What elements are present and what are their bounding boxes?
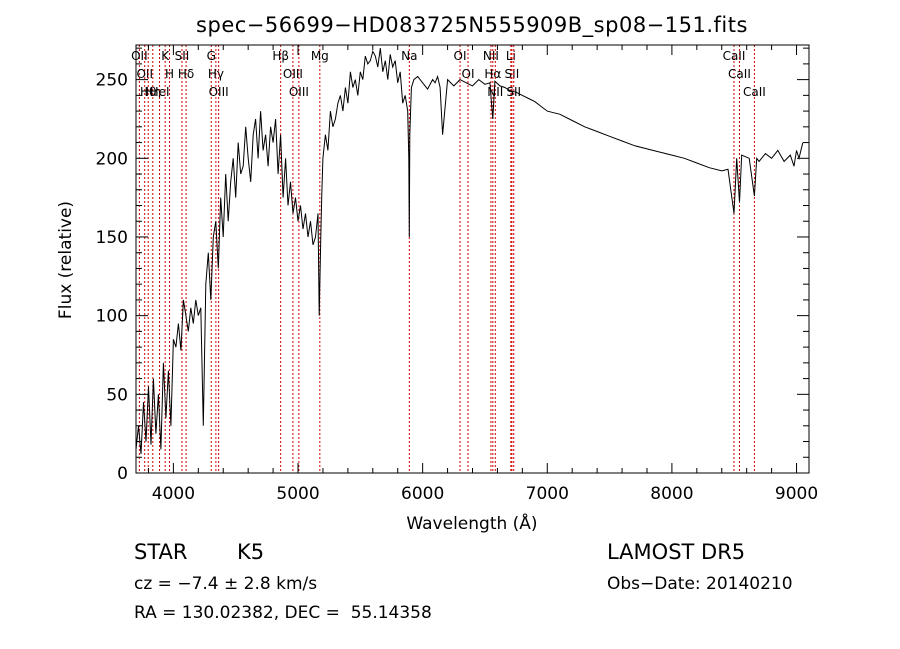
line-id-label: CaII (723, 49, 746, 63)
line-id-label: Na (401, 49, 417, 63)
y-tick-label: 50 (106, 385, 128, 405)
line-id-label: Hβ (272, 49, 289, 63)
line-id-label: OIII (209, 85, 229, 99)
chart-title: spec−56699−HD083725N555909B_sp08−151.fit… (196, 13, 748, 38)
line-id-label: CaII (728, 67, 751, 81)
line-id-label: Hα (484, 67, 501, 81)
line-id-label: H (165, 67, 174, 81)
y-tick-label: 250 (96, 71, 128, 91)
x-tick-label: 7000 (526, 484, 569, 504)
x-tick-label: 8000 (650, 484, 693, 504)
line-id-label: Hδ (178, 67, 194, 81)
y-tick-label: 0 (117, 464, 128, 484)
y-tick-label: 200 (96, 149, 128, 169)
line-id-label: HeI (150, 85, 170, 99)
line-id-label: Hη (145, 85, 162, 99)
x-axis-label: Wavelength (Å) (406, 512, 537, 534)
line-id-label: OII (131, 49, 148, 63)
line-id-label: SII (505, 67, 520, 81)
line-id-label: Hθ (140, 85, 156, 99)
line-id-label: G (207, 49, 216, 63)
plot-frame (135, 44, 810, 474)
object-class: STAR (134, 540, 188, 564)
survey-name: LAMOST DR5 (607, 540, 746, 564)
x-tick-label: 4000 (152, 484, 195, 504)
x-tick-label: 9000 (775, 484, 818, 504)
line-id-label: OIII (289, 85, 309, 99)
spectrum-series-line (135, 48, 804, 455)
line-id-label: SII (175, 49, 190, 63)
coordinates: RA = 130.02382, DEC = 55.14358 (134, 603, 432, 623)
y-axis: 0 50 100 150 200 250 (96, 47, 809, 484)
line-id-label: Li (506, 49, 516, 63)
line-id-label: Hγ (208, 67, 224, 81)
line-id-label: Mg (311, 49, 329, 63)
line-id-label: OIII (283, 67, 303, 81)
y-tick-label: 150 (96, 228, 128, 248)
line-id-label: OII (136, 67, 153, 81)
x-axis: 4000 5000 6000 7000 8000 9000 (147, 45, 818, 504)
line-id-label: NII (483, 49, 499, 63)
y-axis-label: Flux (relative) (56, 201, 76, 319)
x-tick-label: 6000 (401, 484, 444, 504)
line-id-label: K (161, 49, 170, 63)
observation-date: Obs−Date: 20140210 (607, 574, 793, 594)
x-tick-label: 5000 (276, 484, 319, 504)
line-id-label: OI (462, 67, 475, 81)
line-id-label: OI (454, 49, 467, 63)
line-id-label: NII (487, 85, 503, 99)
y-tick-label: 100 (96, 307, 128, 327)
redshift-velocity: cz = −7.4 ± 2.8 km/s (134, 574, 318, 594)
line-id-label: CaII (743, 85, 766, 99)
spectral-subclass: K5 (237, 540, 265, 564)
